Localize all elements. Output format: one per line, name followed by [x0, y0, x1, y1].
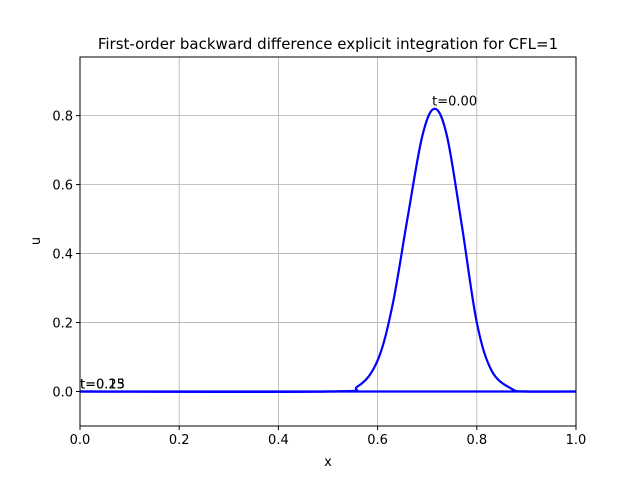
- y-tick-label: 0.2: [52, 317, 73, 332]
- x-axis-label: x: [324, 455, 332, 470]
- grid: [79, 57, 577, 426]
- annotations: t=0.00 t=0.25t=0.13: [80, 95, 477, 393]
- x-tick-label: 0.6: [367, 433, 388, 448]
- plot-frame: [79, 56, 577, 427]
- y-tick-label: 0.4: [52, 248, 73, 263]
- time-annotation: t=0.00: [432, 95, 477, 110]
- y-tick-label: 0.8: [52, 110, 73, 125]
- time-annotation: t=0.13: [80, 378, 125, 393]
- time-annotation: t=0.25: [80, 378, 125, 393]
- x-tick-label: 1.0: [566, 433, 587, 448]
- x-tick-label: 0.4: [268, 433, 289, 448]
- x-tick-label: 0.0: [70, 433, 91, 448]
- y-tick-label: 0.0: [52, 386, 73, 401]
- chart-title: First-order backward difference explicit…: [98, 35, 558, 53]
- y-axis-label: u: [29, 237, 44, 245]
- axis-ticks: 0.0 0.2 0.4 0.6 0.8 1.0 0.0 0.2 0.4 0.6 0.8: [52, 110, 586, 448]
- x-tick-label: 0.2: [169, 433, 190, 448]
- y-tick-label: 0.6: [52, 179, 73, 194]
- series-lines: [79, 107, 577, 393]
- plot-area: [80, 57, 576, 426]
- x-tick-label: 0.8: [466, 433, 487, 448]
- series-line: [79, 107, 577, 393]
